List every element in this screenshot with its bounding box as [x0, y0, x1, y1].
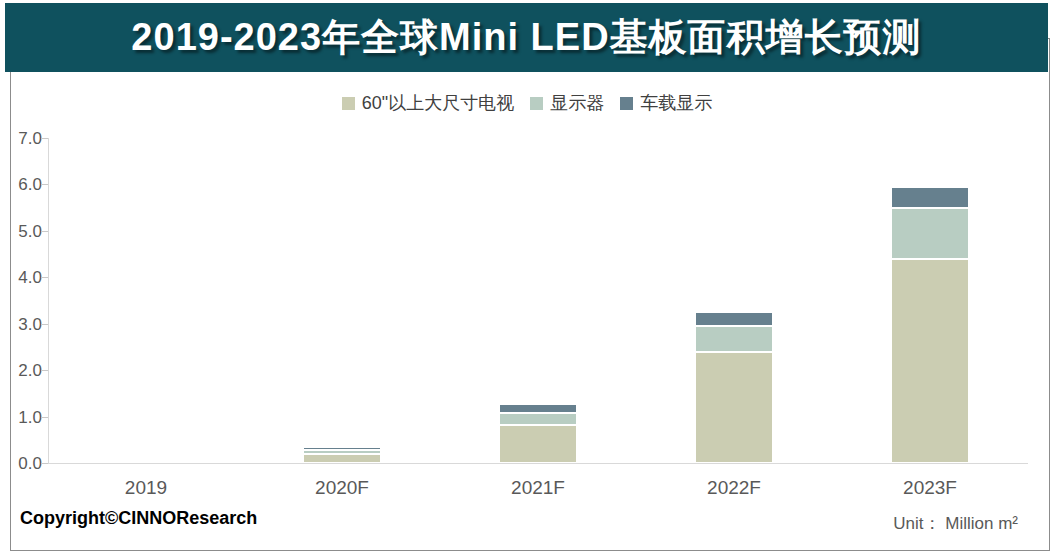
copyright-text: Copyright©CINNOResearch — [20, 508, 257, 529]
y-tick-mark — [41, 324, 48, 325]
bar-segment-2020F-series1 — [303, 450, 381, 453]
x-tick-label-2019: 2019 — [48, 477, 244, 501]
y-tick-label: 3.0 — [0, 316, 42, 333]
legend-label: 显示器 — [550, 91, 604, 115]
legend-label: 车载显示 — [640, 91, 712, 115]
bar-segment-2023F-series0 — [891, 259, 969, 463]
x-tick-label-2020F: 2020F — [244, 477, 440, 501]
y-tick-label: 6.0 — [0, 176, 42, 193]
x-tick-label-2022F: 2022F — [636, 477, 832, 501]
page-title: 2019-2023年全球Mini LED基板面积增长预测 — [131, 12, 921, 63]
bar-segment-2022F-series0 — [695, 352, 773, 463]
y-tick-label: 7.0 — [0, 130, 42, 147]
y-tick-label: 0.0 — [0, 455, 42, 472]
legend-swatch-icon — [530, 97, 543, 110]
y-tick-mark — [41, 463, 48, 464]
chart-page: 2019-2023年全球Mini LED基板面积增长预测 60"以上大尺寸电视 显… — [0, 0, 1054, 556]
y-tick-label: 4.0 — [0, 269, 42, 286]
bar-segment-2021F-series1 — [499, 413, 577, 425]
bar-segment-2021F-series0 — [499, 425, 577, 463]
y-tick-mark — [41, 138, 48, 139]
bar-segment-2023F-series2 — [891, 187, 969, 208]
y-tick-label: 1.0 — [0, 409, 42, 426]
legend-swatch-icon — [342, 97, 355, 110]
bar-segment-2023F-series1 — [891, 208, 969, 259]
legend-label: 60"以上大尺寸电视 — [362, 91, 514, 115]
bar-segment-2022F-series1 — [695, 326, 773, 352]
bar-segment-2021F-series2 — [499, 404, 577, 413]
y-tick-mark — [41, 370, 48, 371]
legend-item-2: 车载显示 — [620, 91, 712, 115]
y-tick-mark — [41, 231, 48, 232]
legend-item-1: 显示器 — [530, 91, 604, 115]
y-tick-mark — [41, 417, 48, 418]
x-tick-label-2023F: 2023F — [832, 477, 1028, 501]
chart-legend: 60"以上大尺寸电视 显示器 车载显示 — [0, 90, 1054, 116]
x-axis-line — [48, 463, 1028, 464]
bar-segment-2020F-series2 — [303, 447, 381, 451]
bar-segment-2020F-series0 — [303, 454, 381, 463]
y-tick-label: 2.0 — [0, 362, 42, 379]
x-tick-label-2021F: 2021F — [440, 477, 636, 501]
legend-item-0: 60"以上大尺寸电视 — [342, 91, 514, 115]
unit-label: Unit： Million m² — [893, 512, 1018, 535]
title-banner: 2019-2023年全球Mini LED基板面积增长预测 — [5, 3, 1048, 72]
bar-segment-2022F-series2 — [695, 312, 773, 326]
y-tick-label: 5.0 — [0, 223, 42, 240]
y-tick-mark — [41, 184, 48, 185]
legend-swatch-icon — [620, 97, 633, 110]
y-axis-line — [48, 138, 49, 464]
y-tick-mark — [41, 277, 48, 278]
